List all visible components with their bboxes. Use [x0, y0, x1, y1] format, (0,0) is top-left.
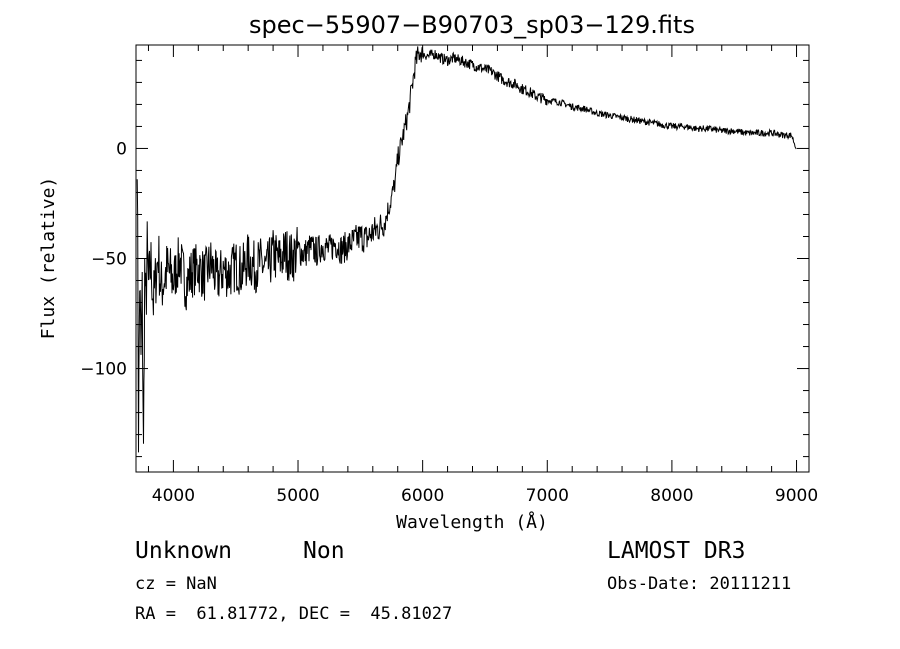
survey-name: LAMOST DR3 — [607, 538, 746, 564]
y-tick-label: 0 — [116, 139, 127, 159]
x-axis-label: Wavelength (Å) — [396, 511, 548, 533]
axis-ticks — [136, 45, 809, 472]
axis-tick-labels: 4000 5000 6000 7000 8000 9000 0 −50 −100 — [80, 139, 818, 506]
x-tick-label: 9000 — [775, 486, 818, 506]
spectrum-line — [136, 46, 797, 453]
coordinates: RA = 61.81772, DEC = 45.81027 — [135, 604, 453, 624]
object-subclass: Non — [303, 538, 345, 564]
x-tick-label: 5000 — [276, 486, 319, 506]
y-tick-label: −50 — [91, 250, 127, 270]
redshift-value: cz = NaN — [135, 574, 217, 594]
chart-title: spec−55907−B90703_sp03−129.fits — [249, 11, 695, 39]
x-tick-label: 7000 — [526, 486, 569, 506]
x-tick-label: 4000 — [152, 486, 195, 506]
object-class: Unknown — [135, 538, 232, 564]
y-tick-label: −100 — [80, 360, 127, 380]
y-axis-label: Flux (relative) — [38, 177, 59, 340]
plot-frame — [135, 44, 810, 473]
observation-date: Obs-Date: 20111211 — [607, 574, 792, 594]
x-tick-label: 6000 — [401, 486, 444, 506]
x-tick-label: 8000 — [650, 486, 693, 506]
